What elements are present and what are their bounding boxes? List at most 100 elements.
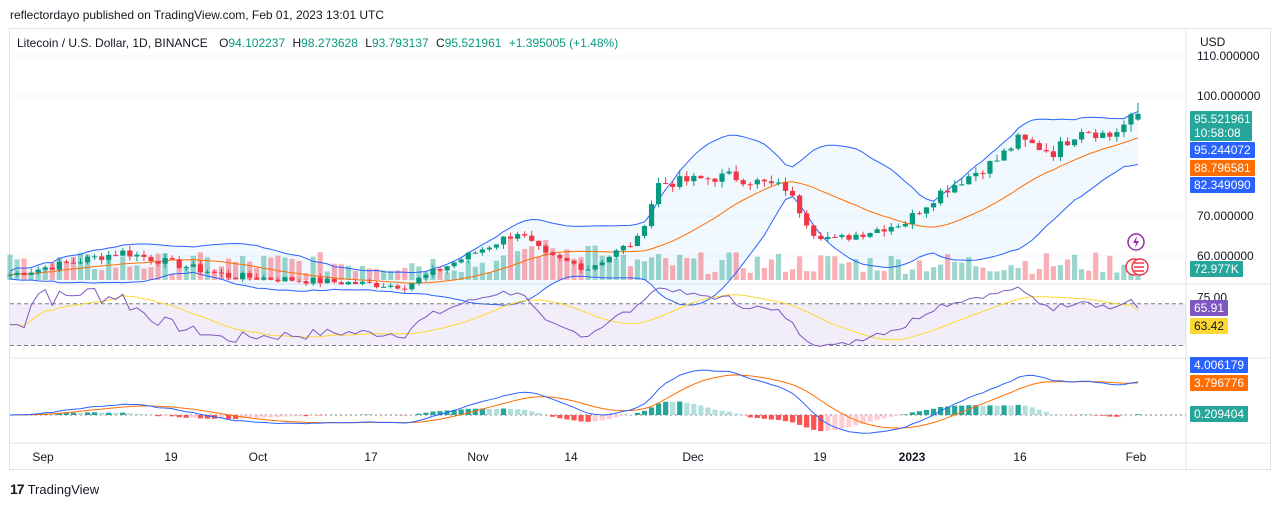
macd-histogram-bar — [656, 403, 662, 415]
candle-body — [789, 190, 796, 196]
macd-histogram-bar — [1121, 415, 1127, 417]
time-axis: Sep 19 Oct 17 Nov 14 Dec 19 2023 16 Feb — [32, 450, 1146, 464]
macd-histogram-bar — [698, 405, 704, 415]
macd-histogram-bar — [225, 415, 232, 419]
candle-body — [366, 281, 373, 283]
macd-histogram-bar — [1100, 415, 1106, 416]
volume-bar — [973, 266, 979, 280]
candle-body — [825, 236, 831, 240]
candle-body — [909, 213, 915, 224]
volume-bar — [726, 252, 732, 280]
macd-histogram-bar — [818, 415, 824, 431]
volume-bar — [719, 259, 725, 280]
candle-body — [162, 257, 168, 264]
macd-histogram-bar — [183, 415, 189, 418]
volume-badge: 72.977K — [1190, 261, 1243, 277]
macd-histogram-bar — [507, 408, 514, 415]
macd-histogram-bar — [663, 401, 669, 415]
volume-bar — [881, 271, 887, 280]
volume-bar — [472, 266, 478, 280]
candle-body — [42, 267, 48, 270]
volume-bar — [825, 256, 831, 280]
volume-bar — [303, 273, 309, 280]
candle-body — [1064, 141, 1071, 146]
volume-bar — [677, 254, 683, 280]
macd-histogram-bar — [458, 409, 464, 415]
macd-histogram-bar — [261, 415, 267, 418]
candle-body — [479, 249, 485, 253]
candle-body — [458, 259, 464, 263]
rsi-badge: 65.91 — [1190, 300, 1229, 316]
candle-body — [613, 250, 619, 257]
close-label: C — [436, 36, 445, 50]
candle-body — [691, 175, 697, 182]
macd-histogram-bar — [966, 405, 972, 415]
candle-body — [740, 180, 746, 185]
macd-histogram-bar — [282, 415, 288, 417]
candle-body — [472, 252, 478, 254]
last-price-badge: 95.521961 10:58:08 — [1190, 111, 1252, 141]
volume-bar — [1121, 264, 1127, 280]
candle-body — [811, 225, 817, 236]
candle-body — [275, 279, 281, 282]
macd-histogram-bar — [648, 407, 655, 415]
candle-body — [585, 269, 591, 271]
volume-bar — [402, 267, 408, 280]
volume-bar — [275, 255, 281, 280]
candle-body — [92, 256, 98, 258]
candle-body — [712, 178, 718, 182]
signal-badge: 3.796776 — [1190, 375, 1249, 391]
volume-bar — [620, 254, 626, 280]
candle-body — [84, 256, 91, 263]
bb-upper-badge: 95.244072 — [1190, 142, 1255, 158]
candle-body — [437, 268, 443, 271]
low-label: L — [365, 36, 372, 50]
price-chart[interactable]: 75.00 110.000000 100.000000 70.000000 60.00… — [0, 0, 1280, 470]
candle-body — [677, 176, 683, 187]
volume-bar — [761, 267, 767, 280]
candle-body — [1015, 134, 1021, 149]
candle-body — [578, 263, 584, 270]
candle-body — [564, 257, 570, 261]
macd-histogram-bar — [670, 401, 676, 415]
candle-body — [959, 184, 965, 186]
volume-bar — [28, 273, 34, 280]
macd-histogram-bar — [1015, 404, 1021, 415]
candle-body — [775, 182, 782, 184]
volume-bar — [895, 259, 901, 280]
volume-bar — [987, 271, 993, 280]
candle-body — [902, 223, 908, 227]
volume-bar — [529, 246, 535, 280]
candle-body — [973, 172, 979, 177]
event-icons[interactable] — [1125, 232, 1149, 278]
candle-body — [423, 274, 429, 278]
volume-bar — [282, 257, 288, 280]
macd-histogram-bar — [500, 408, 507, 415]
volume-bar — [289, 258, 295, 280]
volume-bar — [211, 269, 218, 280]
candle-body — [522, 234, 528, 236]
macd-histogram-bar — [303, 415, 309, 417]
hist-badge: 0.209404 — [1190, 406, 1249, 422]
rsi-ma-badge: 63.42 — [1190, 318, 1229, 334]
tradingview-logo-icon: 17 — [10, 481, 25, 497]
candle-body — [1100, 132, 1106, 138]
volume-bar — [486, 272, 492, 280]
macd-histogram-bar — [768, 415, 774, 420]
macd-histogram-bar — [599, 415, 605, 421]
candle-body — [310, 277, 316, 284]
volume-bars — [7, 239, 1141, 280]
volume-bar — [1128, 271, 1134, 280]
macd-histogram-bar — [684, 402, 690, 415]
candle-body — [648, 204, 655, 227]
published-header: reflectordayo published on TradingView.c… — [10, 8, 385, 22]
candle-body — [261, 277, 267, 280]
volume-bar — [789, 269, 796, 280]
macd-histogram-bar — [416, 413, 422, 415]
volume-bar — [938, 264, 944, 280]
macd-histogram-bar — [522, 409, 528, 415]
volume-bar — [409, 263, 415, 280]
time-tick-label: 19 — [164, 450, 178, 464]
price-tick-label: 100.000000 — [1197, 89, 1261, 103]
volume-bar — [190, 255, 196, 280]
